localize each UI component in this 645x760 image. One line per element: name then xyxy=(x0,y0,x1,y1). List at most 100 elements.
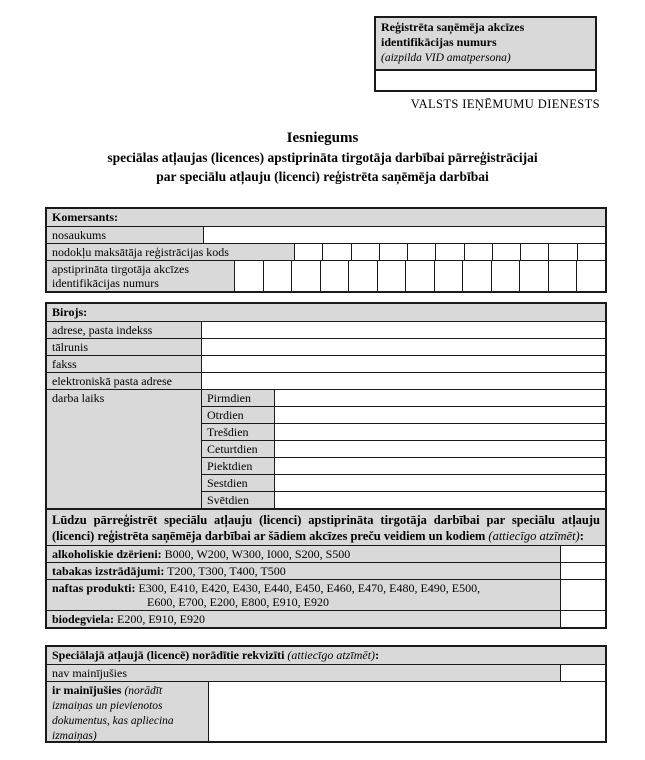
office-phone-row: tālrunis xyxy=(47,338,605,355)
changed-label-note: (norādīt izmaiņas un pievienotos dokumen… xyxy=(52,685,174,742)
digit-cell[interactable] xyxy=(462,261,491,291)
office-header: Birojs: xyxy=(47,304,605,321)
product-rows: alkoholiskie dzērieni: B000, W200, W300,… xyxy=(47,545,605,627)
digit-cell[interactable] xyxy=(491,244,521,260)
not-changed-checkbox-cell[interactable] xyxy=(560,665,605,681)
requisites-table: Speciālajā atļaujā (licencē) norādītie r… xyxy=(45,645,607,743)
office-table: Birojs: adrese, pasta indekss tālrunis f… xyxy=(45,302,607,510)
digit-cell[interactable] xyxy=(433,261,463,291)
office-fax-input[interactable] xyxy=(202,356,605,372)
digit-cell[interactable] xyxy=(405,261,434,291)
changed-row: ir mainījušies (norādīt izmaiņas un piev… xyxy=(47,681,605,742)
merchant-name-row: nosaukums xyxy=(47,226,605,243)
changed-details-input[interactable] xyxy=(209,682,605,741)
office-days: Pirmdien Otrdien Trešdien Ceturtdien Piektdi… xyxy=(202,390,605,508)
agency-name: VALSTS IEŅĒMUMU DIENESTS xyxy=(410,97,600,111)
registered-recipient-id-box: Reģistrēta saņēmēja akcīzes identifikāci… xyxy=(374,16,597,92)
digit-cell[interactable] xyxy=(520,244,549,260)
day-hours-input[interactable] xyxy=(275,424,605,440)
digit-cell[interactable] xyxy=(322,244,351,260)
excise-id-label: apstiprināta tirgotāja akcīzes identifik… xyxy=(47,261,235,291)
tax-code-cells xyxy=(295,244,605,260)
day-label: Piektdien xyxy=(202,458,275,474)
office-address-input[interactable] xyxy=(202,322,605,338)
office-day-row: Piektdien xyxy=(202,457,605,474)
tax-code-label: nodokļu maksātāja reģistrācijas kods xyxy=(47,244,295,260)
office-email-input[interactable] xyxy=(202,373,605,389)
day-hours-input[interactable] xyxy=(275,407,605,423)
day-hours-input[interactable] xyxy=(275,441,605,457)
product-checkbox-cell[interactable] xyxy=(560,563,605,579)
office-address-row: adrese, pasta indekss xyxy=(47,321,605,338)
form-title-line1: Iesniegums xyxy=(286,130,359,146)
day-label: Trešdien xyxy=(202,424,275,440)
office-day-row: Otrdien xyxy=(202,406,605,423)
digit-cell[interactable] xyxy=(576,244,605,260)
product-label: naftas produkti: E300, E410, E420, E430,… xyxy=(47,580,560,610)
requisites-header: Speciālajā atļaujā (licencē) norādītie r… xyxy=(47,647,605,664)
form-title-line2: speciālas atļaujas (licences) apstiprinā… xyxy=(107,150,538,165)
day-label: Sestdien xyxy=(202,475,275,491)
digit-cell[interactable] xyxy=(348,261,377,291)
office-phone-input[interactable] xyxy=(202,339,605,355)
digit-cell[interactable] xyxy=(463,244,492,260)
product-checkbox-cell[interactable] xyxy=(560,546,605,562)
product-row: alkoholiskie dzērieni: B000, W200, W300,… xyxy=(47,545,605,562)
office-fax-row: fakss xyxy=(47,355,605,372)
digit-cell[interactable] xyxy=(235,261,263,291)
digit-cell[interactable] xyxy=(295,244,323,260)
office-email-label: elektroniskā pasta adrese xyxy=(47,373,202,389)
reregistration-table: Lūdzu pārreģistrēt speciālu atļauju (lic… xyxy=(45,508,607,629)
office-email-row: elektroniskā pasta adrese xyxy=(47,372,605,389)
not-changed-label: nav mainījušies xyxy=(47,665,560,681)
day-label: Otrdien xyxy=(202,407,275,423)
digit-cell[interactable] xyxy=(548,244,577,260)
requisites-header-text: Speciālajā atļaujā (licencē) norādītie r… xyxy=(52,648,288,662)
office-day-row: Ceturtdien xyxy=(202,440,605,457)
office-day-row: Svētdien xyxy=(202,491,605,508)
merchant-name-label: nosaukums xyxy=(47,227,204,243)
office-day-row: Sestdien xyxy=(202,474,605,491)
product-label: tabakas izstrādājumi: T200, T300, T400, … xyxy=(47,563,560,579)
digit-cell[interactable] xyxy=(576,261,605,291)
id-box-note: (aizpilda VID amatpersona) xyxy=(381,52,511,64)
digit-cell[interactable] xyxy=(490,261,520,291)
registered-recipient-id-header: Reģistrēta saņēmēja akcīzes identifikāci… xyxy=(376,18,595,71)
registered-recipient-id-input[interactable] xyxy=(376,71,595,90)
reregistration-header: Lūdzu pārreģistrēt speciālu atļauju (lic… xyxy=(47,510,605,545)
day-hours-input[interactable] xyxy=(275,492,605,508)
digit-cell[interactable] xyxy=(435,244,464,260)
office-day-row: Pirmdien xyxy=(202,390,605,406)
product-checkbox-cell[interactable] xyxy=(560,611,605,627)
reregistration-header-note: (attiecīgo atzīmēt) xyxy=(488,529,580,543)
day-hours-input[interactable] xyxy=(275,475,605,491)
digit-cell[interactable] xyxy=(291,261,320,291)
digit-cell[interactable] xyxy=(519,261,548,291)
digit-cell[interactable] xyxy=(262,261,292,291)
form-title: Iesniegums speciālas atļaujas (licences)… xyxy=(0,128,645,186)
merchant-header: Komersants: xyxy=(47,209,605,226)
digit-cell[interactable] xyxy=(376,261,406,291)
day-label: Svētdien xyxy=(202,492,275,508)
product-row: tabakas izstrādājumi: T200, T300, T400, … xyxy=(47,562,605,579)
digit-cell[interactable] xyxy=(319,261,349,291)
merchant-name-input[interactable] xyxy=(204,227,605,243)
digit-cell[interactable] xyxy=(378,244,408,260)
reregistration-header-text: Lūdzu pārreģistrēt speciālu atļauju (lic… xyxy=(52,513,600,543)
day-hours-input[interactable] xyxy=(275,458,605,474)
product-row: naftas produkti: E300, E410, E420, E430,… xyxy=(47,579,605,610)
day-hours-input[interactable] xyxy=(275,390,605,406)
product-checkbox-cell[interactable] xyxy=(560,580,605,610)
digit-cell[interactable] xyxy=(547,261,577,291)
office-fax-label: fakss xyxy=(47,356,202,372)
office-phone-label: tālrunis xyxy=(47,339,202,355)
form-title-line3: par speciālu atļauju (licenci) reģistrēt… xyxy=(156,169,489,184)
changed-label: ir mainījušies (norādīt izmaiņas un piev… xyxy=(47,682,209,742)
digit-cell[interactable] xyxy=(407,244,436,260)
day-label: Pirmdien xyxy=(202,390,275,406)
excise-id-cells xyxy=(235,261,605,291)
office-hours-row: darba laiks Pirmdien Otrdien Trešdien Cetur… xyxy=(47,389,605,508)
id-box-title-line1: Reģistrēta saņēmēja akcīzes xyxy=(381,20,525,34)
digit-cell[interactable] xyxy=(350,244,379,260)
